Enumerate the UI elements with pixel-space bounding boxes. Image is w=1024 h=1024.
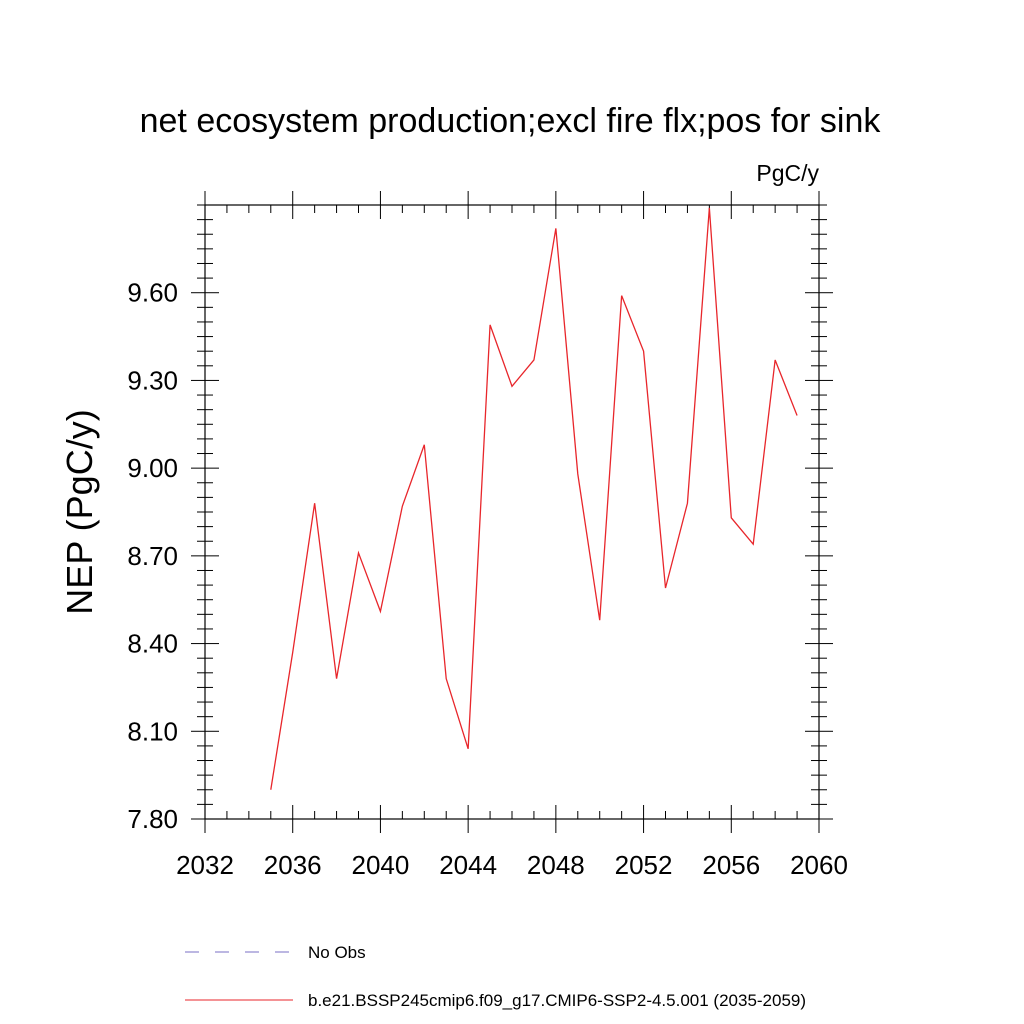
x-tick-label: 2036 [264, 850, 322, 880]
x-tick-label: 2040 [352, 850, 410, 880]
x-tick-label: 2032 [176, 850, 234, 880]
series-layer [270, 207, 798, 790]
x-tick-label: 2060 [790, 850, 848, 880]
plot-frame [204, 204, 820, 820]
y-tick-label: 8.70 [127, 541, 178, 571]
y-tick-label: 8.10 [127, 716, 178, 746]
axis-tick-labels: 2032 2036 2040 2044 2048 2052 2056 2060 7.80 8.10… [127, 278, 848, 880]
y-tick-label: 7.80 [127, 804, 178, 834]
y-tick-label: 9.60 [127, 278, 178, 308]
legend-label: b.e21.BSSP245cmip6.f09_g17.CMIP6-SSP2-4.… [308, 991, 806, 1010]
y-tick-label: 9.00 [127, 453, 178, 483]
series-line [270, 207, 798, 790]
x-tick-label: 2056 [702, 850, 760, 880]
x-tick-label: 2052 [615, 850, 673, 880]
axis-ticks [191, 191, 833, 833]
x-tick-label: 2048 [527, 850, 585, 880]
chart-title: net ecosystem production;excl fire flx;p… [140, 102, 882, 140]
units-label: PgC/y [756, 160, 819, 186]
legend-label: No Obs [308, 943, 366, 962]
x-tick-label: 2044 [439, 850, 497, 880]
y-tick-label: 8.40 [127, 629, 178, 659]
y-axis-label: NEP (PgC/y) [59, 409, 100, 614]
legend: No Obs b.e21.BSSP245cmip6.f09_g17.CMIP6-S… [185, 943, 806, 1010]
y-tick-label: 9.30 [127, 365, 178, 395]
